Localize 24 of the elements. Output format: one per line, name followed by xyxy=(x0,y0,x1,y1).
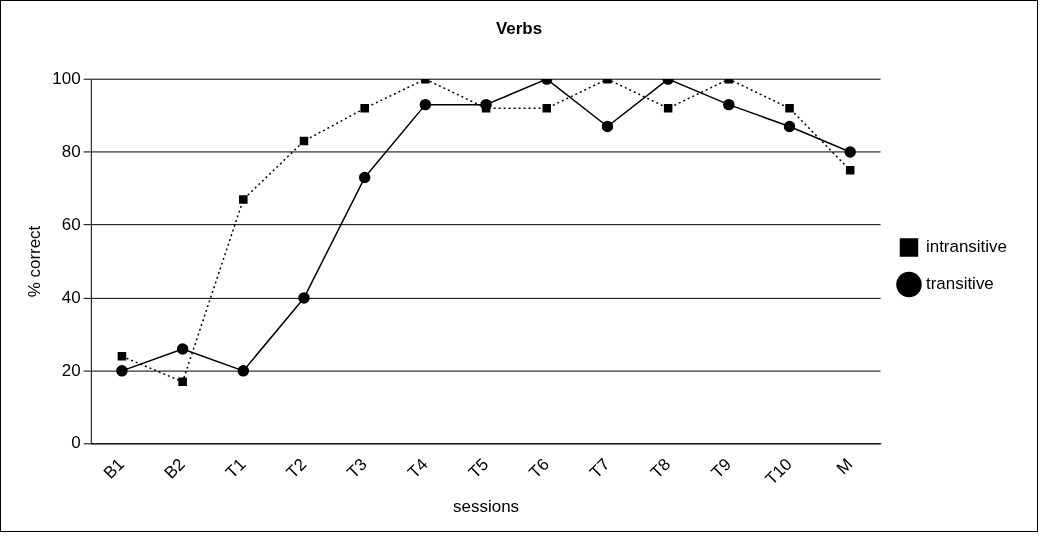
chart-title: Verbs xyxy=(495,18,543,38)
y-tick-label: 60 xyxy=(61,214,81,234)
x-tick-label: T1 xyxy=(222,454,250,483)
y-tick-label: 40 xyxy=(61,287,81,307)
y-tick-label: 80 xyxy=(61,141,81,161)
x-tick-label: T9 xyxy=(707,454,735,483)
x-tick-label: T10 xyxy=(761,454,796,489)
x-tick-label: T5 xyxy=(464,454,493,483)
x-tick-label: T7 xyxy=(586,454,614,483)
y-tick-label: 0 xyxy=(71,433,81,453)
x-tick-label: T4 xyxy=(404,454,432,483)
x-tick-label: T8 xyxy=(646,454,675,483)
legend-label: intransitive xyxy=(925,237,1007,257)
x-tick-label: T3 xyxy=(343,454,371,483)
x-tick-label: B1 xyxy=(99,454,129,483)
y-axis-title: % correct xyxy=(24,225,44,298)
x-axis-title: sessions xyxy=(453,496,520,516)
x-tick-label: T6 xyxy=(525,454,553,483)
x-tick-label: M xyxy=(832,454,857,479)
y-tick-label: 100 xyxy=(52,68,81,88)
legend-label: transitive xyxy=(925,274,994,294)
x-tick-label: T2 xyxy=(282,454,311,483)
x-tick-label: B2 xyxy=(160,454,189,483)
y-tick-label: 20 xyxy=(61,360,81,380)
